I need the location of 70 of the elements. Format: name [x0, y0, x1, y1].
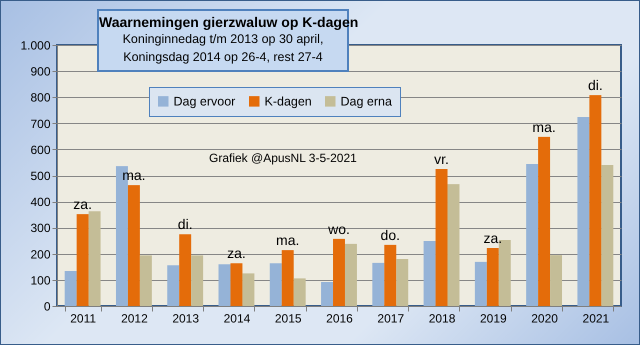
x-tick-label: 2013: [172, 312, 200, 326]
bar: [589, 95, 602, 306]
x-tick-label: 2018: [428, 312, 456, 326]
annotation: za.: [483, 230, 502, 246]
annotation: za.: [73, 196, 92, 212]
chart-subtitle: Koninginnedag t/m 2013 op 30 april, Koningsdag 2014 op 26-4, rest 27-4: [122, 31, 324, 66]
bar: [577, 117, 590, 306]
x-tick-label: 2016: [326, 312, 354, 326]
bar: [550, 255, 562, 306]
annotation: za.: [227, 245, 246, 262]
bar: [436, 168, 448, 306]
annotation: Grafiek @ApusNL 3-5-2021: [209, 151, 357, 165]
bar: [282, 250, 294, 306]
y-tick-label: 700: [30, 116, 51, 131]
bar: [601, 165, 614, 306]
bar: [526, 164, 538, 306]
bar: [344, 244, 357, 306]
annotation: ma.: [122, 167, 146, 184]
bar: [333, 238, 345, 306]
x-tick-label: 2019: [480, 312, 507, 326]
annotation: do.: [380, 226, 400, 243]
y-tick-label: 200: [30, 247, 51, 262]
y-tick-label: 900: [30, 64, 51, 79]
legend-label: K-dagen: [264, 94, 312, 108]
bar: [218, 264, 230, 306]
bar: [64, 271, 77, 306]
x-tick-label: 2012: [121, 312, 148, 326]
legend-label: Dag ervoor: [174, 94, 236, 108]
y-tick-label: 800: [30, 90, 51, 105]
bar: [396, 259, 408, 306]
bar: [486, 248, 499, 306]
bar: [167, 265, 180, 306]
bar: [191, 255, 204, 306]
bar: [179, 234, 192, 306]
bar: [474, 262, 487, 306]
annotation: di.: [178, 216, 193, 232]
annotation: vr.: [434, 150, 449, 167]
annotation: di.: [588, 77, 603, 94]
legend-label: Dag erna: [340, 94, 392, 108]
bar: [538, 136, 550, 306]
bar: [384, 244, 396, 306]
bar: [270, 263, 282, 306]
y-tick-label: 600: [30, 142, 51, 157]
x-tick-label: 2021: [582, 312, 610, 326]
y-tick-label: 100: [30, 273, 51, 288]
chart-title: Waarnemingen gierzwaluw op K-dagen: [99, 14, 358, 30]
bar: [448, 184, 460, 306]
bar: [372, 262, 384, 306]
annotation: wo.: [327, 220, 350, 237]
bar: [88, 211, 101, 306]
x-tick-label: 2014: [224, 312, 251, 326]
y-tick-label: 300: [30, 221, 51, 236]
annotation: ma.: [532, 118, 556, 135]
x-tick-label: 2017: [377, 312, 404, 326]
x-tick-label: 2011: [70, 312, 96, 326]
bar: [321, 282, 334, 306]
x-tick-label: 2020: [531, 312, 558, 326]
bar: [424, 241, 436, 306]
bar: [76, 214, 89, 306]
y-tick-label: 400: [30, 195, 51, 210]
y-tick-label: 1.000: [20, 38, 51, 52]
bar: [128, 185, 140, 306]
annotation: ma.: [276, 232, 300, 248]
bar: [294, 278, 306, 306]
y-tick-label: 0: [44, 300, 51, 314]
bar: [230, 263, 242, 306]
x-tick-label: 2015: [274, 312, 302, 326]
bar: [140, 255, 152, 306]
y-tick-label: 500: [30, 169, 51, 183]
bar: [242, 273, 254, 306]
